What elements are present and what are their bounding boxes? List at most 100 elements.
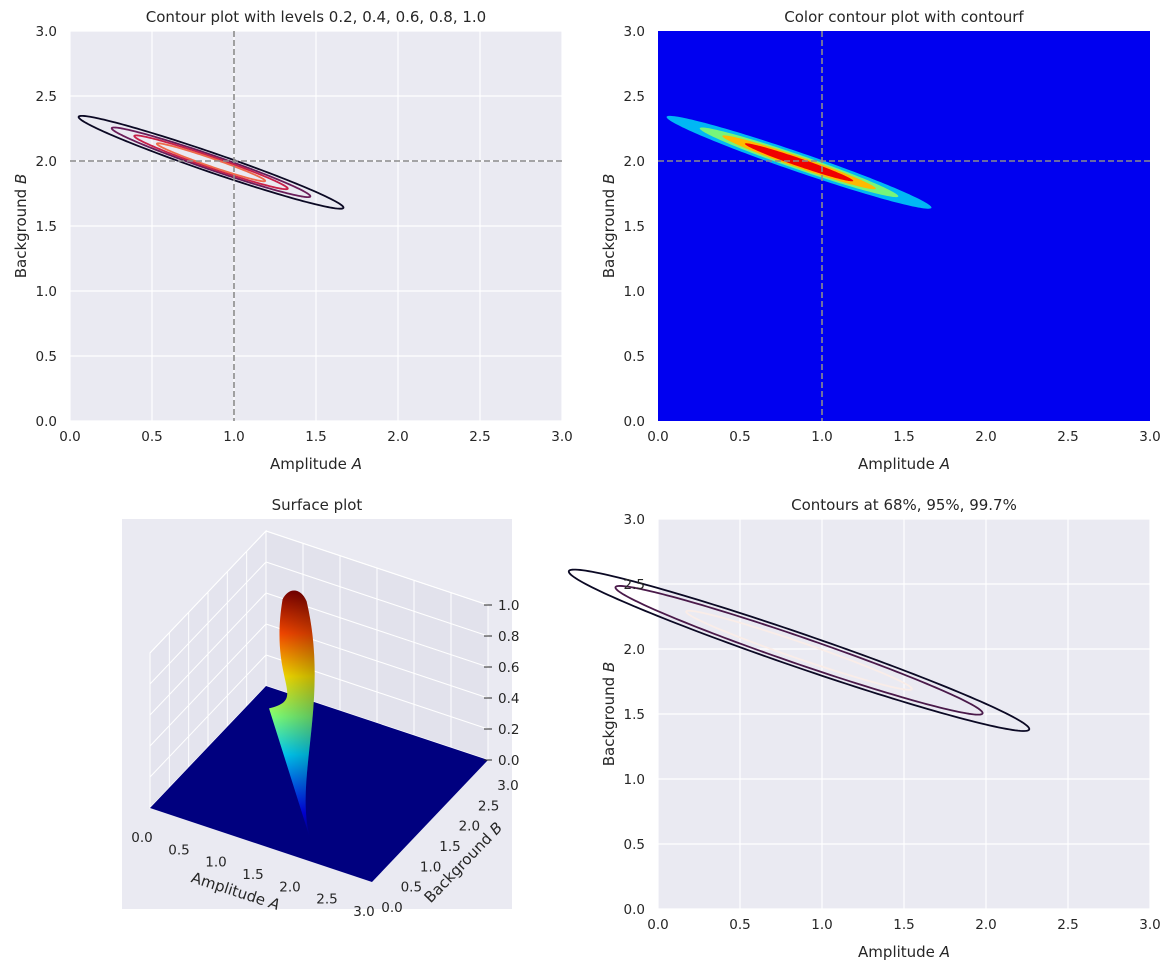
x-tick-label: 3.0	[353, 904, 374, 920]
y-tick-label: 0.0	[381, 900, 402, 916]
y-tick-label: 1.0	[36, 284, 57, 300]
z-tick-label: 1.0	[498, 598, 519, 614]
chart-title: Contour plot with levels 0.2, 0.4, 0.6, …	[146, 8, 486, 26]
x-tick-label: 1.0	[811, 917, 832, 933]
z-tick-label: 0.0	[498, 753, 519, 769]
x-tick-label: 0.5	[729, 429, 750, 445]
reference-lines	[658, 31, 1150, 421]
contour-95%	[614, 585, 984, 716]
y-tick-label: 1.5	[624, 707, 645, 723]
x-tick-label: 2.0	[975, 429, 996, 445]
x-tick-label: 0.0	[59, 429, 80, 445]
y-tick-label: 2.5	[624, 89, 645, 105]
x-tick-label: 0.5	[168, 842, 189, 858]
y-tick-label: 1.0	[624, 772, 645, 788]
y-tick-label: 0.0	[36, 414, 57, 430]
tick-labels: 0.0 0.5 1.0 1.5 2.0 2.5 3.0 0.0 0.5 1.0 1.5 2.0 2.5 3…	[131, 598, 519, 920]
y-tick-label: 1.0	[420, 859, 441, 875]
y-tick-label: 0.5	[401, 880, 422, 896]
chart-title: Contours at 68%, 95%, 99.7%	[791, 496, 1017, 514]
x-tick-label: 2.0	[279, 879, 300, 895]
x-tick-label: 3.0	[551, 429, 572, 445]
x-tick-label: 0.5	[141, 429, 162, 445]
filled-contours	[666, 115, 932, 209]
x-tick-label: 1.5	[242, 867, 263, 883]
x-tick-label: 1.5	[893, 917, 914, 933]
y-tick-label: 1.5	[439, 839, 460, 855]
y-tick-label: 2.0	[459, 819, 480, 835]
confidence-panel: 0.00.0 0.5 0.5 1.0 1.0 1.5 1.5 2.0 2.0 2.5 2.5 3.0 3…	[567, 496, 1161, 961]
pane-gridline	[149, 654, 489, 778]
y-tick-label: 0.0	[624, 414, 645, 430]
contour-68%	[685, 609, 913, 691]
y-tick-label: 3.0	[624, 512, 645, 528]
z-tick-label: 0.4	[498, 691, 519, 707]
y-tick-label: 3.0	[497, 778, 518, 794]
y-axis-label: Background B	[600, 662, 618, 767]
y-tick-label: 2.0	[624, 642, 645, 658]
y-tick-label: 2.5	[478, 798, 499, 814]
contour-level-0.8	[155, 142, 267, 183]
x-axis-label: Amplitude A	[270, 455, 362, 473]
y-tick-label: 0.5	[36, 349, 57, 365]
y-tick-label: 1.0	[624, 284, 645, 300]
y-tick-label: 2.5	[36, 89, 57, 105]
surface	[150, 590, 488, 882]
chart-title: Color contour plot with contourf	[784, 8, 1024, 26]
contour-99.7%	[567, 568, 1031, 732]
chart-title: Surface plot	[272, 496, 363, 514]
x-tick-label: 3.0	[1139, 917, 1160, 933]
y-tick-label: 3.0	[36, 24, 57, 40]
x-tick-label: 1.0	[223, 429, 244, 445]
contour-level-0.4	[110, 126, 312, 199]
x-tick-label: 0.0	[647, 917, 668, 933]
y-tick-label: 1.5	[36, 219, 57, 235]
contour-level-0.6	[133, 134, 289, 191]
surface-base	[150, 686, 488, 882]
contourf-panel: 0.00.0 0.5 0.5 1.0 1.0 1.5 1.5 2.0 2.0 2.5 2.5 3.0 3…	[600, 8, 1161, 473]
x-tick-label: 2.5	[1057, 917, 1078, 933]
tick-labels: 0.00.0 0.5 0.5 1.0 1.0 1.5 1.5 2.0 2.0 2.5 2.5 3.0 3…	[624, 24, 1161, 445]
plot-area	[658, 31, 1150, 421]
grid	[657, 518, 1151, 910]
contour-panel: 0.00.0 0.5 0.5 1.0 1.0 1.5 1.5 2.0 2.0 2.5 2.5 3.0 3…	[12, 8, 573, 473]
y-tick-label: 2.0	[36, 154, 57, 170]
reference-lines	[70, 31, 562, 421]
tick-labels: 0.00.0 0.5 0.5 1.0 1.0 1.5 1.5 2.0 2.0 2.5 2.5 3.0 3…	[624, 512, 1161, 933]
x-tick-label: 0.0	[131, 830, 152, 846]
x-tick-label: 0.0	[647, 429, 668, 445]
z-tick-label: 0.6	[498, 660, 519, 676]
y-tick-label: 2.5	[624, 577, 645, 593]
axis-panes	[149, 529, 489, 810]
y-axis-label: Background B	[12, 174, 30, 279]
contour-level-0.2	[77, 114, 345, 210]
y-tick-label: 3.0	[624, 24, 645, 40]
x-tick-label: 2.5	[1057, 429, 1078, 445]
x-tick-label: 2.0	[975, 917, 996, 933]
z-tick-label: 0.2	[498, 722, 519, 738]
y-axis-label: Background B	[600, 174, 618, 279]
y-tick-label: 0.5	[624, 349, 645, 365]
x-tick-label: 2.0	[387, 429, 408, 445]
x-tick-label: 0.5	[729, 917, 750, 933]
pane-gridline	[149, 561, 489, 685]
y-tick-label: 2.0	[624, 154, 645, 170]
x-tick-label: 1.0	[811, 429, 832, 445]
x-tick-label: 1.5	[893, 429, 914, 445]
surface-panel: 0.0 0.5 1.0 1.5 2.0 2.5 3.0 0.0 0.5 1.0 1.5 2.0 2.5 3…	[122, 496, 519, 920]
surface-shading	[269, 590, 315, 844]
y-tick-label: 1.5	[624, 219, 645, 235]
x-tick-label: 1.0	[205, 855, 226, 871]
contour-lines	[77, 114, 345, 210]
z-tick-label: 0.8	[498, 629, 519, 645]
y-tick-label: 0.0	[624, 902, 645, 918]
pane-gridline	[149, 592, 489, 716]
contour-lines	[567, 568, 1031, 732]
pane-gridline	[149, 623, 489, 747]
tick-labels: 0.00.0 0.5 0.5 1.0 1.0 1.5 1.5 2.0 2.0 2.5 2.5 3.0 3…	[36, 24, 573, 445]
x-axis-label: Amplitude A	[858, 455, 950, 473]
pane-gridline	[149, 530, 489, 654]
x-tick-label: 1.5	[305, 429, 326, 445]
y-tick-label: 0.5	[624, 837, 645, 853]
